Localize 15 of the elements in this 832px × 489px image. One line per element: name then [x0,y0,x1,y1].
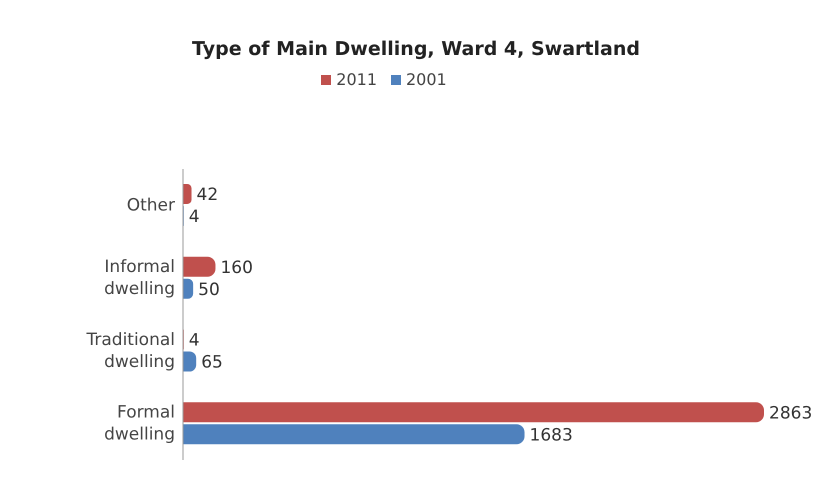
y-tick-label: Traditional dwelling [85,330,175,372]
legend-label: 2011 [335,70,377,89]
y-tick-label: Other [126,195,175,216]
data-label: 50 [198,280,220,300]
y-tick-label: Informal dwelling [104,257,175,300]
data-label: 4 [188,207,200,228]
data-label: 42 [196,185,218,206]
y-tick-label: Formal dwelling [104,402,175,445]
data-label: 1683 [530,425,573,446]
data-label: 160 [220,258,253,278]
data-label: 4 [188,330,200,351]
data-label: 2863 [769,403,812,424]
legend-label: 2001 [405,70,447,89]
data-label: 65 [201,352,223,373]
chart-title: Type of Main Dwelling, Ward 4, Swartland [191,37,641,60]
